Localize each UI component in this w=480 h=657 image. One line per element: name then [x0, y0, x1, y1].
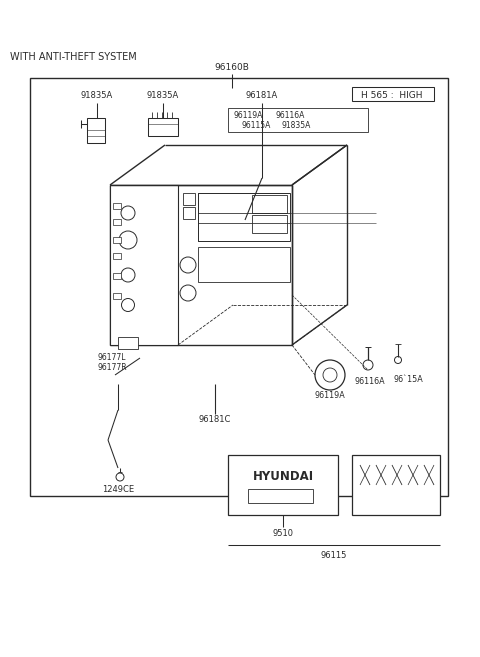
- Text: 96115A: 96115A: [241, 120, 270, 129]
- Text: 96115: 96115: [321, 551, 347, 560]
- Circle shape: [323, 368, 337, 382]
- Bar: [352, 87, 434, 101]
- Bar: [113, 219, 121, 225]
- Text: 96119A: 96119A: [234, 110, 264, 120]
- Text: 91835A: 91835A: [147, 91, 179, 101]
- Text: 96160B: 96160B: [215, 64, 250, 72]
- Bar: [148, 118, 178, 136]
- Text: 96119A: 96119A: [314, 390, 346, 399]
- Text: 96177L: 96177L: [97, 353, 125, 363]
- Bar: [87, 118, 105, 143]
- Bar: [248, 489, 313, 503]
- Circle shape: [121, 298, 134, 311]
- Bar: [198, 193, 290, 241]
- Text: 96116A: 96116A: [275, 110, 304, 120]
- Text: 96177R: 96177R: [97, 363, 127, 373]
- Bar: [113, 203, 121, 209]
- Circle shape: [180, 257, 196, 273]
- Bar: [228, 108, 368, 132]
- Text: WITH ANTI-THEFT SYSTEM: WITH ANTI-THEFT SYSTEM: [10, 52, 137, 62]
- Circle shape: [119, 231, 137, 249]
- Circle shape: [121, 268, 135, 282]
- Text: HYUNDAI: HYUNDAI: [252, 470, 313, 484]
- Bar: [113, 253, 121, 259]
- Bar: [118, 337, 138, 349]
- Bar: [183, 207, 195, 219]
- Bar: [113, 293, 121, 299]
- Text: 9510: 9510: [273, 528, 293, 537]
- Circle shape: [121, 206, 135, 220]
- Bar: [113, 273, 121, 279]
- Text: 91835A: 91835A: [282, 120, 312, 129]
- Text: 96181C: 96181C: [199, 415, 231, 424]
- Circle shape: [395, 357, 401, 363]
- Text: 96`15A: 96`15A: [393, 376, 423, 384]
- Text: 96181A: 96181A: [246, 91, 278, 101]
- Bar: [252, 195, 287, 213]
- Circle shape: [116, 473, 124, 481]
- Bar: [110, 185, 178, 345]
- Bar: [352, 455, 440, 515]
- Bar: [183, 193, 195, 205]
- Circle shape: [363, 360, 373, 370]
- Bar: [110, 185, 292, 345]
- Circle shape: [315, 360, 345, 390]
- Bar: [198, 193, 287, 241]
- Bar: [228, 455, 338, 515]
- Bar: [113, 237, 121, 243]
- Bar: [198, 247, 290, 282]
- Bar: [30, 78, 448, 496]
- Text: 91835A: 91835A: [81, 91, 113, 101]
- Text: H 565 :  HIGH: H 565 : HIGH: [361, 91, 423, 101]
- Circle shape: [180, 285, 196, 301]
- Bar: [252, 215, 287, 233]
- Text: 96116A: 96116A: [355, 378, 385, 386]
- Text: 1249CE: 1249CE: [102, 486, 134, 495]
